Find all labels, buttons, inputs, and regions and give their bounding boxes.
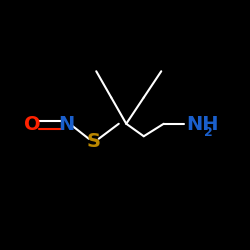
Text: NH: NH	[186, 116, 219, 134]
Text: O: O	[24, 116, 41, 134]
Text: 2: 2	[204, 126, 213, 139]
Text: N: N	[58, 116, 74, 134]
Text: S: S	[87, 132, 101, 151]
